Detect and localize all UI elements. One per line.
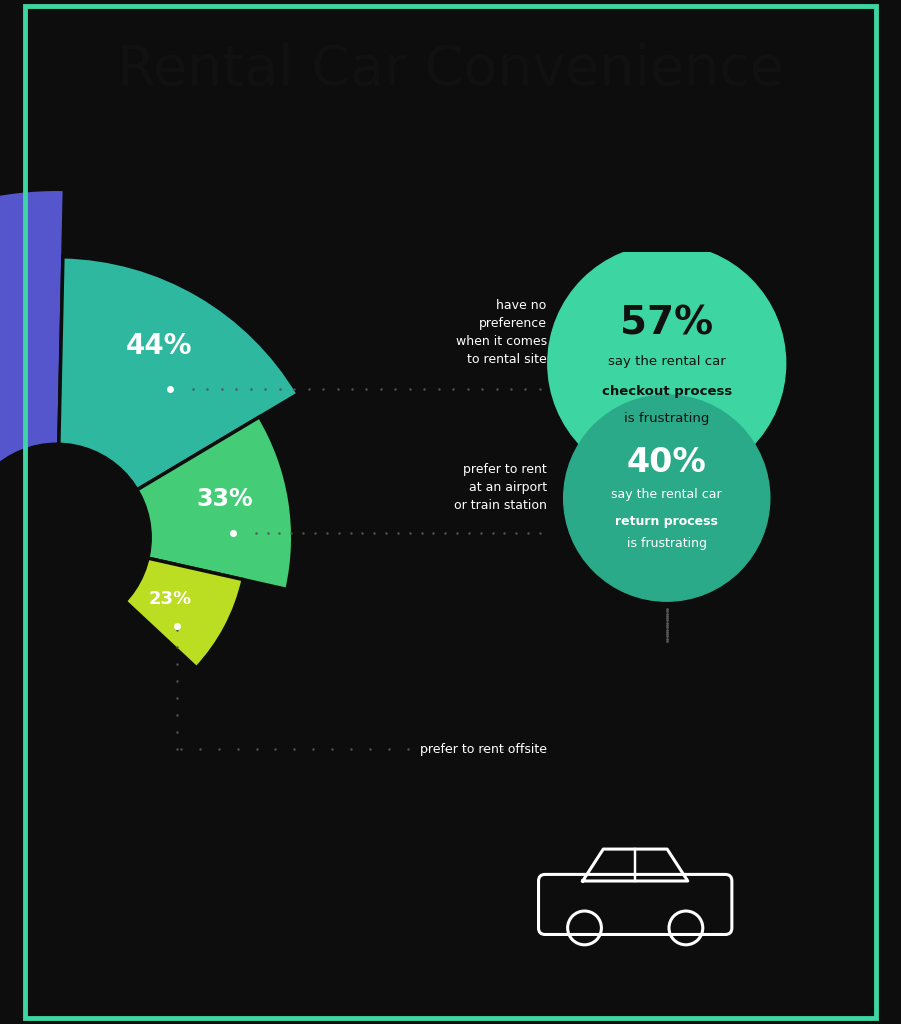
- Wedge shape: [0, 189, 64, 496]
- Text: prefer to rent
at an airport
or train station: prefer to rent at an airport or train st…: [454, 463, 547, 512]
- Wedge shape: [59, 257, 298, 492]
- Text: 44%: 44%: [126, 332, 193, 360]
- Text: is frustrating: is frustrating: [624, 413, 709, 425]
- Text: prefer to rent offsite: prefer to rent offsite: [420, 742, 547, 756]
- Text: 40%: 40%: [627, 446, 706, 479]
- Circle shape: [564, 395, 769, 601]
- Circle shape: [548, 245, 786, 482]
- Text: Rental Car Convenience: Rental Car Convenience: [117, 43, 784, 97]
- Text: is frustrating: is frustrating: [627, 538, 706, 550]
- Text: checkout process: checkout process: [602, 385, 732, 397]
- Text: have no
preference
when it comes
to rental site: have no preference when it comes to rent…: [456, 299, 547, 367]
- Text: 57%: 57%: [620, 305, 714, 343]
- Text: return process: return process: [615, 515, 718, 528]
- Wedge shape: [134, 417, 293, 590]
- Text: say the rental car: say the rental car: [612, 487, 722, 501]
- Text: 23%: 23%: [148, 590, 191, 607]
- Text: 33%: 33%: [196, 487, 252, 511]
- Circle shape: [0, 443, 151, 632]
- Text: say the rental car: say the rental car: [608, 355, 725, 368]
- Wedge shape: [123, 557, 243, 668]
